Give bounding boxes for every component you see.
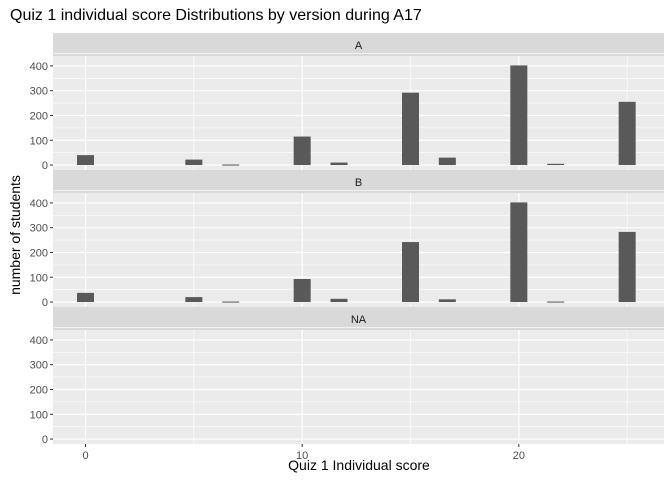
y-tick-label: 300 (30, 86, 48, 98)
y-tick-label: 200 (30, 247, 48, 259)
bar (510, 202, 528, 303)
bar (547, 163, 565, 166)
x-tick-label: 20 (513, 450, 525, 462)
bar (402, 242, 419, 303)
bar (185, 159, 203, 166)
panel-background (53, 56, 664, 170)
bar (222, 301, 240, 303)
bar (330, 162, 348, 166)
bar (185, 297, 203, 303)
panel-background (53, 330, 664, 444)
bar (77, 292, 94, 303)
facet-strip (53, 307, 664, 330)
facet-strip (53, 33, 664, 56)
bar (293, 278, 311, 303)
facet-panel-b: B 0 100 200 300 400 (30, 170, 664, 309)
bar (510, 65, 528, 166)
y-tick-label: 400 (30, 335, 48, 347)
y-tick-label: 200 (30, 384, 48, 396)
y-axis-label: number of students (7, 175, 23, 295)
y-tick-label: 100 (30, 272, 48, 284)
bar (618, 231, 636, 303)
y-tick-label: 400 (30, 198, 48, 210)
facet-strip (53, 170, 664, 193)
y-tick-label: 200 (30, 110, 48, 122)
bar (402, 92, 419, 166)
y-tick-label: 0 (42, 297, 48, 309)
y-tick-label: 100 (30, 409, 48, 421)
x-axis: 0 10 20 (82, 444, 525, 462)
facet-panel-a: A 0 100 200 300 400 (30, 33, 664, 172)
y-tick-label: 0 (42, 434, 48, 446)
y-tick-label: 400 (30, 61, 48, 73)
x-tick-label: 0 (82, 450, 88, 462)
x-tick-label: 10 (296, 450, 308, 462)
y-tick-label: 100 (30, 135, 48, 147)
facet-panels: A 0 100 200 300 400 B 0 100 200 300 400 NA 0 100 200 300… (30, 33, 664, 446)
bar (618, 101, 636, 166)
facet-strip-label: B (355, 177, 362, 189)
bar (438, 157, 456, 166)
chart-title: Quiz 1 individual score Distributions by… (10, 7, 422, 24)
facet-strip-label: A (355, 40, 363, 52)
bar (77, 155, 94, 166)
panel-background (53, 193, 664, 307)
y-tick-label: 300 (30, 360, 48, 372)
facet-strip-label: NA (351, 314, 367, 326)
x-axis-label: Quiz 1 Individual score (288, 457, 430, 473)
facet-panel-na: NA 0 100 200 300 400 (30, 307, 664, 446)
y-tick-label: 0 (42, 160, 48, 172)
y-tick-label: 300 (30, 223, 48, 235)
bar (222, 164, 240, 166)
bar (547, 301, 565, 303)
bar (293, 136, 311, 166)
bar (438, 299, 456, 303)
bar (330, 298, 348, 303)
